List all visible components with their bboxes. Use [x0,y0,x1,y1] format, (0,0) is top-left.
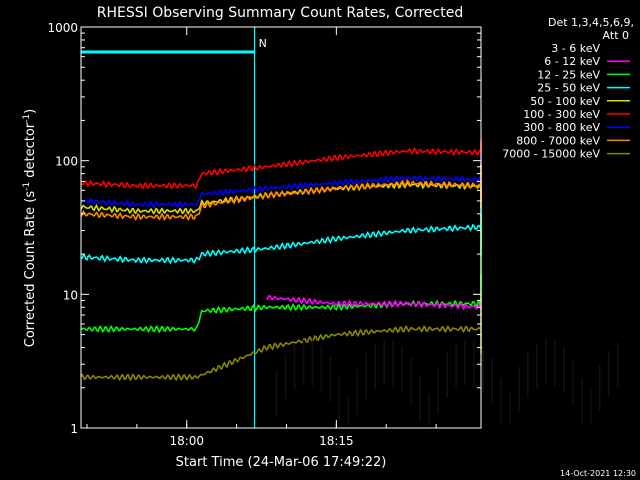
legend-entry-2-label: 12 - 25 keV [537,68,600,81]
y-axis-label-sup1: -1 [22,182,32,191]
legend-entry-8-label: 7000 - 15000 keV [502,148,600,161]
y-axis-label-mid: detector [23,122,38,182]
footer-timestamp: 14-Oct-2021 12:30 [560,469,636,478]
legend-header-1: Det 1,3,4,5,6,9, [548,16,634,29]
y-axis-label-main: Corrected Count Rate (s [23,191,38,348]
y-tick-label-3: 1000 [47,21,78,35]
legend-entry-3-label: 25 - 50 keV [537,82,600,95]
legend-entry-6-label: 300 - 800 keV [523,121,600,134]
x-axis-label: Start Time (24-Mar-06 17:49:22) [176,455,387,470]
chart-title: RHESSI Observing Summary Count Rates, Co… [97,5,463,21]
y-axis: 1 10 100 1000 [47,21,481,436]
legend-entry-4-label: 50 - 100 keV [530,95,600,108]
annotation-0-label: N [259,37,267,50]
legend-entry-1-label: 6 - 12 keV [544,55,600,68]
x-tick-label-1: 18:15 [319,434,354,448]
y-tick-label-0: 1 [70,422,78,436]
y-tick-label-2: 100 [55,155,78,169]
y-tick-label-1: 10 [63,288,78,302]
legend-header-2: Att 0 [603,29,629,42]
legend-entry-5-label: 100 - 300 keV [523,108,600,121]
x-axis: 18:00 18:15 [86,27,437,448]
x-tick-label-0: 18:00 [169,434,204,448]
y-axis-label: Corrected Count Rate (s-1 detector-1) [22,109,38,347]
legend-entry-0-label: 3 - 6 keV [551,42,600,55]
y-axis-label-sup2: -1 [22,114,32,123]
legend-entry-7-label: 800 - 7000 keV [516,134,600,147]
y-axis-label-end: ) [23,109,38,114]
plot-frame [80,26,482,429]
